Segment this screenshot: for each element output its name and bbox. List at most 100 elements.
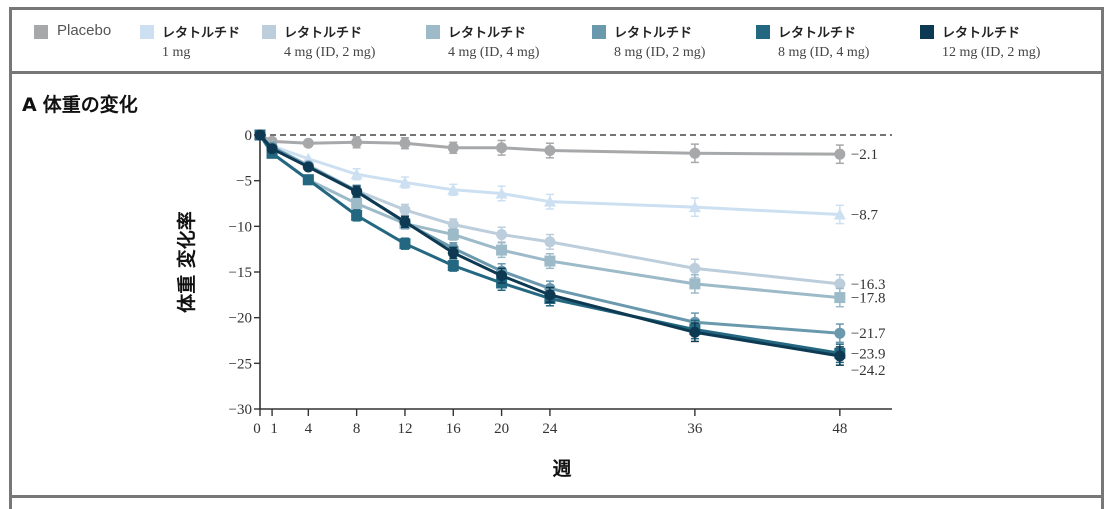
data-point-circle [689, 262, 701, 274]
end-value-label: −24.2 [851, 363, 886, 379]
data-point-square [302, 174, 314, 186]
legend-label: レタトルチド [448, 26, 527, 41]
data-point-circle [447, 247, 459, 259]
legend-dose: 8 mg (ID, 4 mg) [778, 45, 870, 60]
end-value-label: −21.7 [851, 326, 886, 342]
legend-dose: 4 mg (ID, 2 mg) [284, 45, 376, 60]
data-point-square [689, 278, 701, 290]
legend-label: レタトルチド [284, 26, 363, 41]
data-point-circle [302, 137, 314, 149]
data-point-triangle [543, 195, 556, 207]
y-tick-label: −5 [236, 174, 252, 190]
data-point-triangle [833, 208, 846, 220]
series-line [258, 134, 841, 358]
panel-title-text: 体重の変化 [42, 94, 138, 116]
data-point-square [447, 229, 459, 241]
data-point-circle [689, 326, 701, 338]
labels-layer: −2.1 −8.7 −16.3−17.8 −21.7 −23.9−24.2 [851, 147, 886, 379]
axes-layer: 0−5−10−15−20−25−300 1 4 8 12 16 20 24 36 48 [229, 128, 892, 437]
x-tick-label: 12 [397, 421, 412, 437]
legend-label: レタトルチド [778, 26, 857, 41]
series-line [258, 133, 840, 216]
data-point-square [544, 255, 556, 267]
end-value-label: −2.1 [851, 147, 878, 163]
legend-dose: 8 mg (ID, 2 mg) [614, 45, 706, 60]
x-tick-label: 16 [446, 421, 462, 437]
data-point-circle [834, 350, 846, 362]
data-point-triangle [688, 201, 701, 213]
x-axis-title: 週 [552, 458, 571, 480]
data-point-circle [496, 142, 508, 154]
next-panel-frame [9, 498, 1104, 509]
end-value-label: −23.9 [851, 346, 886, 362]
data-point-circle [254, 129, 266, 141]
y-tick-label: −10 [229, 219, 252, 235]
data-point-square [496, 244, 508, 256]
legend-swatch [426, 25, 440, 39]
data-point-square [351, 198, 363, 209]
data-point-circle [399, 137, 411, 149]
chart-panel [9, 74, 1104, 498]
legend-dose: 1 mg [162, 45, 191, 60]
panel-letter: A [22, 94, 37, 116]
y-tick-label: −25 [229, 356, 252, 372]
x-tick-label: 36 [687, 421, 703, 437]
data-point-circle [544, 236, 556, 248]
series-7 [254, 129, 846, 366]
legend-swatch [920, 25, 934, 39]
legend-label: Placebo [57, 22, 112, 39]
data-point-circle [351, 136, 363, 148]
legend-swatch [756, 25, 770, 39]
data-point-triangle [447, 183, 460, 195]
end-value-label: −17.8 [851, 291, 886, 307]
legend-dose: 12 mg (ID, 2 mg) [942, 45, 1041, 60]
y-tick-label: −30 [229, 402, 252, 418]
series-2 [254, 129, 846, 225]
data-point-circle [447, 142, 459, 154]
data-point-square [834, 292, 846, 304]
series-1 [254, 129, 846, 165]
data-point-square [447, 260, 459, 272]
data-point-circle [544, 145, 556, 157]
data-point-circle [351, 186, 363, 198]
legend-swatch [140, 25, 154, 39]
panel-title: A 体重の変化 [22, 90, 138, 117]
legend-label: レタトルチド [614, 26, 693, 41]
legend-label: レタトルチド [942, 26, 1021, 41]
x-tick-label: 4 [305, 421, 313, 437]
data-point-circle [399, 204, 411, 216]
data-point-circle [544, 289, 556, 301]
x-tick-label: 0 [253, 421, 261, 437]
data-point-circle [266, 143, 278, 155]
x-tick-label: 24 [542, 421, 558, 437]
legend-label: レタトルチド [162, 26, 241, 41]
x-tick-label: 20 [494, 421, 509, 437]
data-point-circle [496, 270, 508, 282]
x-tick-label: 48 [832, 421, 847, 437]
series-layer [254, 129, 846, 366]
legend-swatch [262, 25, 276, 39]
data-point-triangle [495, 187, 508, 199]
y-axis-title: 体重 変化率 [175, 211, 198, 313]
x-tick-label: 1 [270, 421, 278, 437]
y-tick-label: 0 [245, 128, 253, 144]
data-point-circle [834, 327, 846, 339]
data-point-triangle [398, 176, 411, 188]
data-point-square [351, 209, 363, 221]
legend-dose: 4 mg (ID, 4 mg) [448, 45, 540, 60]
data-point-circle [302, 161, 314, 173]
y-tick-label: −20 [229, 311, 252, 327]
data-point-circle [834, 278, 846, 290]
end-value-label: −16.3 [851, 277, 886, 293]
legend-swatch [592, 25, 606, 39]
legend-swatch [34, 25, 48, 39]
data-point-circle [399, 216, 411, 228]
data-point-circle [447, 219, 459, 231]
series-line [259, 133, 840, 156]
data-point-square [399, 238, 411, 250]
data-point-circle [496, 229, 508, 241]
data-point-circle [689, 147, 701, 159]
legend [9, 7, 1104, 74]
end-value-label: −8.7 [851, 207, 879, 223]
